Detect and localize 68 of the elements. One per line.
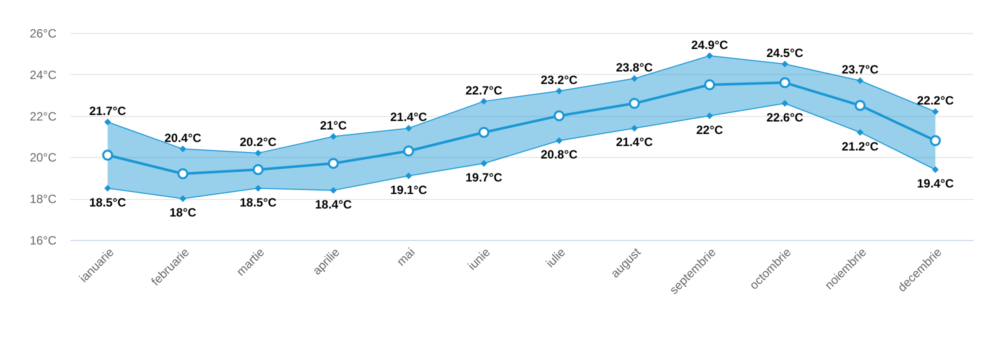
data-label: 20.2°C: [240, 135, 277, 150]
point: [554, 110, 565, 122]
point: [330, 186, 337, 194]
x-tick-label: iulie: [543, 244, 568, 270]
point: [478, 126, 490, 138]
point: [104, 118, 111, 126]
point: [328, 158, 339, 169]
data-label: 23.2°C: [540, 72, 578, 87]
x-tick-label: mai: [394, 245, 418, 269]
point: [254, 184, 262, 192]
point: [932, 166, 939, 173]
data-label: 18°C: [169, 206, 197, 220]
point: [254, 150, 262, 156]
data-label: 18.4°C: [314, 197, 352, 212]
data-label: 22.2°C: [916, 94, 954, 108]
data-label: 19.1°C: [390, 182, 428, 197]
data-label: 19.7°C: [465, 170, 503, 184]
point: [628, 98, 640, 109]
point: [556, 137, 562, 144]
data-label: 21.4°C: [390, 110, 428, 124]
point: [706, 112, 713, 120]
point: [405, 124, 412, 132]
point: [180, 146, 186, 152]
point: [480, 160, 488, 167]
data-label: 21.7°C: [89, 104, 126, 118]
point: [706, 52, 713, 60]
data-label: 20.8°C: [540, 148, 578, 162]
y-tick-label: 18°C: [30, 192, 57, 206]
point: [252, 164, 264, 176]
point: [856, 77, 864, 84]
point: [631, 75, 638, 82]
point: [930, 135, 941, 146]
point: [330, 133, 337, 140]
data-label: 22°C: [696, 122, 724, 137]
point: [180, 195, 186, 202]
point: [631, 124, 638, 132]
data-label: 22.7°C: [465, 83, 503, 98]
y-tick-label: 20°C: [30, 150, 57, 165]
data-label: 24.5°C: [766, 46, 804, 60]
y-tick-label: 26°C: [30, 26, 57, 40]
y-tick-label: 16°C: [30, 234, 57, 248]
y-tick-label: 22°C: [30, 109, 57, 124]
point: [932, 108, 939, 116]
data-label: 19.4°C: [916, 176, 954, 191]
point: [782, 100, 788, 107]
data-label: 23.8°C: [616, 60, 654, 75]
point: [704, 79, 716, 90]
point: [102, 150, 114, 161]
data-label: 24.9°C: [691, 38, 728, 52]
point: [104, 184, 111, 192]
data-label: 21°C: [320, 118, 348, 132]
data-label: 22.6°C: [766, 110, 804, 124]
data-label: 21.2°C: [842, 139, 879, 154]
point: [403, 146, 414, 156]
point: [480, 98, 488, 105]
data-label: 21.4°C: [616, 135, 654, 150]
point: [782, 60, 788, 68]
data-label: 20.4°C: [164, 130, 202, 145]
y-tick-label: 24°C: [30, 68, 57, 82]
point: [405, 172, 412, 180]
point: [854, 100, 866, 111]
point: [856, 129, 864, 136]
point: [779, 77, 790, 88]
point: [177, 168, 188, 180]
point: [556, 88, 562, 94]
data-label: 18.5°C: [89, 195, 126, 210]
data-label: 23.7°C: [842, 62, 879, 77]
data-label: 18.5°C: [240, 195, 277, 210]
